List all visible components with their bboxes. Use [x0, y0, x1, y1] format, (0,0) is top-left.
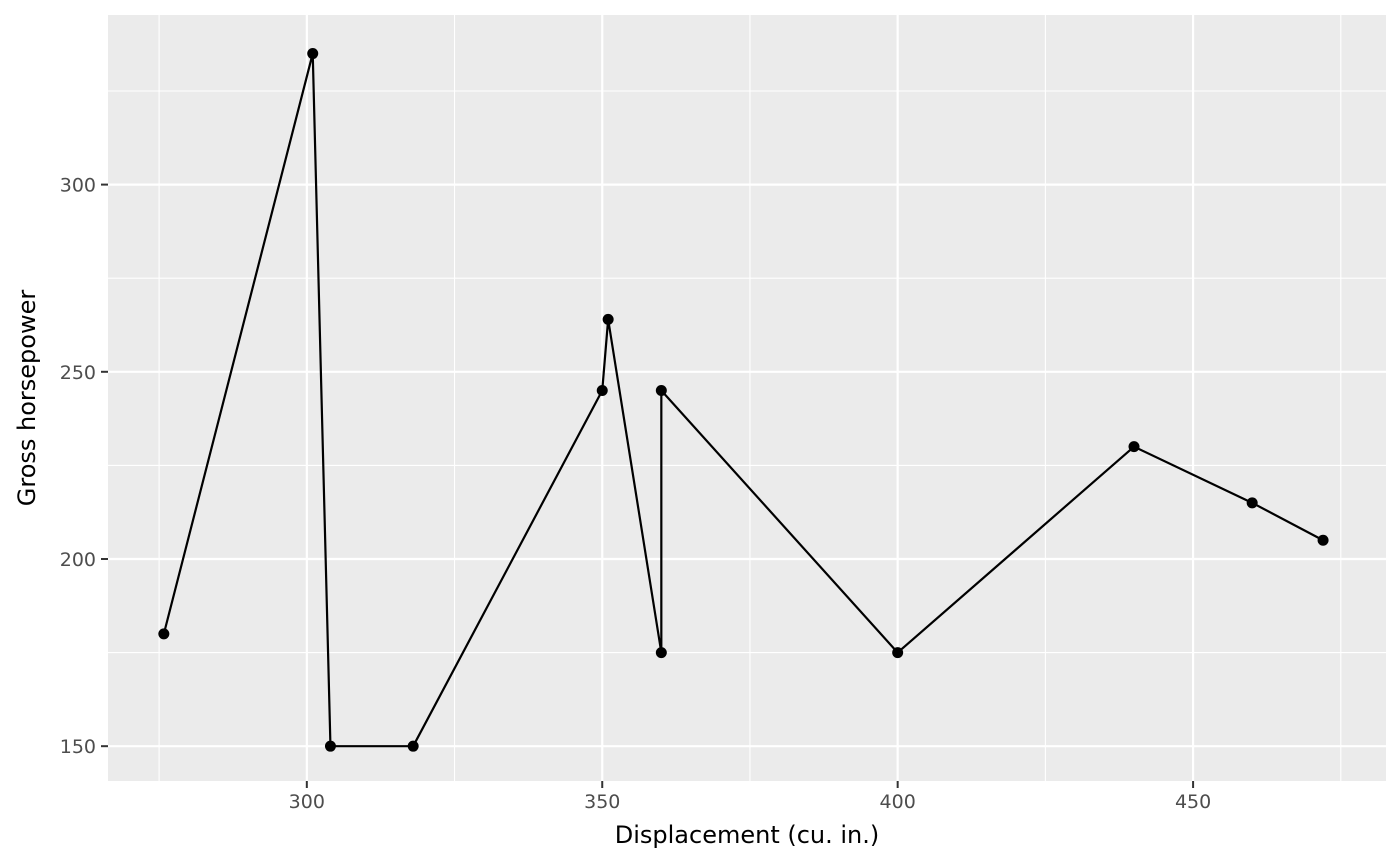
data-point	[1128, 441, 1140, 453]
y-tick-label: 150	[60, 736, 96, 758]
data-point	[307, 48, 319, 60]
x-axis-title: Displacement (cu. in.)	[615, 821, 880, 849]
data-point	[158, 628, 170, 640]
x-axis: 300 350 400 450	[289, 781, 1211, 813]
x-tick-label: 400	[880, 791, 916, 813]
data-point	[655, 647, 667, 659]
data-point	[602, 313, 614, 325]
y-tick-label: 200	[60, 549, 96, 571]
series-line	[162, 52, 1324, 748]
data-point	[1317, 534, 1329, 546]
data-point	[892, 647, 904, 659]
x-tick-label: 300	[289, 791, 325, 813]
y-tick-label: 250	[60, 362, 96, 384]
plot-panel	[108, 15, 1386, 781]
data-point	[324, 740, 336, 752]
y-axis-title: Gross horsepower	[13, 290, 41, 507]
data-point	[1246, 497, 1258, 509]
y-tick-label: 300	[60, 175, 96, 197]
data-point	[655, 385, 667, 397]
x-tick-label: 450	[1175, 791, 1211, 813]
x-tick-label: 350	[584, 791, 620, 813]
series-layer	[158, 48, 1329, 752]
y-axis: 150 200 250 300	[60, 175, 108, 758]
data-point	[407, 740, 419, 752]
data-point	[596, 385, 608, 397]
minor-gridlines	[108, 15, 1386, 781]
major-gridlines	[108, 15, 1386, 781]
